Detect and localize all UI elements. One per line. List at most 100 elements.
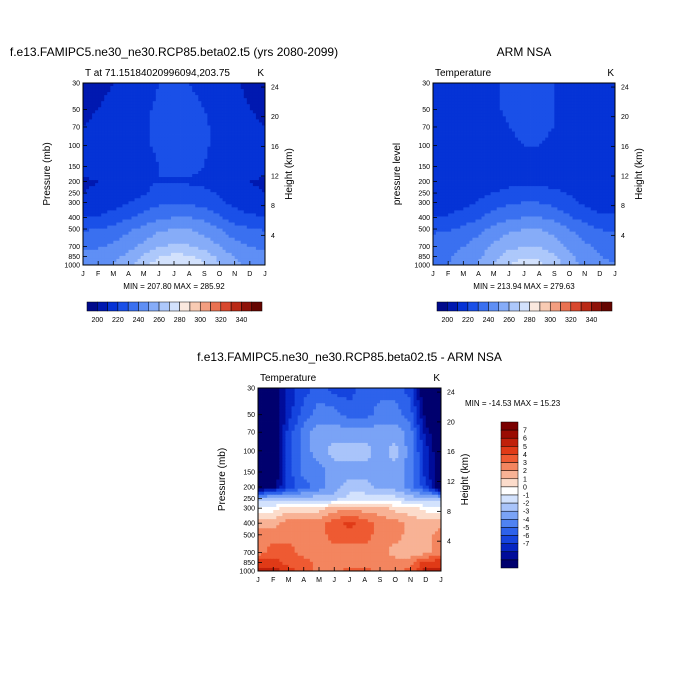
contour-cell <box>119 152 123 157</box>
contour-cell <box>140 110 145 114</box>
contour-cell <box>436 146 440 151</box>
contour-cell <box>131 231 135 236</box>
contour-cell <box>180 113 184 117</box>
contour-cell <box>219 83 223 87</box>
contour-cell <box>599 137 604 142</box>
contour-cell <box>243 143 248 148</box>
contour-cell <box>237 170 242 175</box>
contour-cell <box>249 234 254 239</box>
contour-cell <box>228 183 233 187</box>
contour-cell <box>207 234 211 239</box>
contour-cell <box>539 134 543 138</box>
contour-cell <box>524 125 528 129</box>
contour-cell <box>469 92 473 96</box>
contour-cell <box>128 128 132 132</box>
contour-cell <box>116 210 120 214</box>
contour-cell <box>243 246 248 251</box>
contour-cell <box>131 261 135 266</box>
contour-cell <box>195 210 199 214</box>
contour-cell <box>240 231 245 236</box>
contour-cell <box>511 113 516 117</box>
contour-cell <box>557 125 561 129</box>
contour-cell <box>158 243 163 248</box>
contour-cell <box>469 122 473 126</box>
contour-cell <box>457 83 461 87</box>
contour-cell <box>140 128 145 132</box>
contour-cell <box>237 189 242 193</box>
contour-cell <box>213 83 217 87</box>
contour-cell <box>95 143 99 148</box>
contour-cell <box>116 183 120 187</box>
contour-cell <box>107 258 111 263</box>
contour-cell <box>439 101 443 105</box>
contour-cell <box>180 140 184 145</box>
contour-cell <box>167 204 172 208</box>
contour-cell <box>104 122 108 126</box>
contour-cell <box>445 122 449 126</box>
contour-cell <box>180 234 184 239</box>
contour-cell <box>92 104 96 108</box>
contour-cell <box>457 125 461 129</box>
contour-cell <box>177 210 181 214</box>
contour-cell <box>104 140 108 145</box>
contour-cell <box>216 219 220 223</box>
contour-cell <box>590 104 595 108</box>
contour-cell <box>566 98 570 102</box>
contour-cell <box>152 170 157 175</box>
contour-cell <box>225 113 229 117</box>
contour-cell <box>89 161 93 166</box>
contour-cell <box>198 261 202 266</box>
contour-cell <box>246 180 251 184</box>
contour-cell <box>110 152 114 157</box>
contour-cell <box>155 210 160 214</box>
contour-cell <box>167 113 172 117</box>
contour-cell <box>201 113 205 117</box>
contour-cell <box>140 161 145 166</box>
contour-cell <box>186 201 190 205</box>
contour-cell <box>258 228 263 233</box>
contour-cell <box>167 189 172 193</box>
contour-cell <box>545 140 549 145</box>
contour-cell <box>436 143 440 148</box>
contour-cell <box>183 210 187 214</box>
contour-cell <box>98 140 102 145</box>
contour-cell <box>116 155 120 160</box>
contour-cell <box>258 149 263 154</box>
contour-cell <box>433 92 437 96</box>
contour-cell <box>167 231 172 236</box>
contour-cell <box>213 119 217 123</box>
contour-cell <box>98 146 102 151</box>
contour-cell <box>228 249 233 254</box>
contour-cell <box>95 210 99 214</box>
contour-cell <box>137 192 142 196</box>
contour-cell <box>128 95 132 99</box>
contour-cell <box>134 192 138 196</box>
contour-cell <box>439 89 443 93</box>
contour-cell <box>101 155 105 160</box>
contour-cell <box>228 167 233 172</box>
contour-cell <box>155 125 160 129</box>
contour-cell <box>83 134 87 138</box>
contour-cell <box>530 101 534 105</box>
contour-cell <box>107 104 111 108</box>
contour-cell <box>180 231 184 236</box>
contour-cell <box>186 189 190 193</box>
contour-cell <box>110 198 114 202</box>
contour-cell <box>608 131 613 135</box>
contour-cell <box>578 140 583 145</box>
contour-cell <box>258 104 263 108</box>
contour-cell <box>125 225 129 229</box>
contour-cell <box>174 216 178 220</box>
contour-cell <box>524 110 528 114</box>
contour-cell <box>530 137 534 142</box>
contour-cell <box>183 246 187 251</box>
contour-cell <box>228 161 233 166</box>
contour-cell <box>608 137 613 142</box>
contour-cell <box>255 128 260 132</box>
contour-cell <box>143 113 148 117</box>
contour-cell <box>240 116 245 120</box>
contour-cell <box>195 228 199 233</box>
contour-cell <box>557 110 561 114</box>
contour-cell <box>563 107 567 111</box>
contour-cell <box>167 125 172 129</box>
